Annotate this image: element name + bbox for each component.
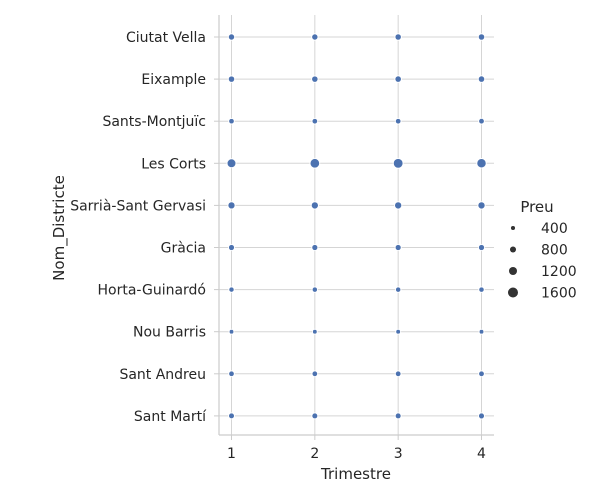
- x-tick-label: 4: [477, 446, 486, 462]
- data-point: [477, 412, 486, 420]
- legend-title: Preu: [520, 198, 553, 216]
- grid-lines: [219, 15, 494, 435]
- data-point: [478, 117, 485, 125]
- data-point: [227, 201, 236, 210]
- data-point: [394, 370, 402, 378]
- data-point: [310, 201, 320, 210]
- data-point: [477, 33, 486, 41]
- data-point: [227, 243, 236, 252]
- x-axis-label: Trimestre: [320, 465, 391, 483]
- data-point: [227, 75, 236, 83]
- x-tick-label: 1: [227, 446, 236, 462]
- data-point: [392, 157, 404, 169]
- data-point: [394, 243, 402, 252]
- y-tick-label: Sarrià-Sant Gervasi: [70, 198, 206, 214]
- y-tick-labels: Ciutat Vella Eixample Sants-Montjuïc Les Co…: [70, 30, 207, 425]
- data-point: [476, 158, 487, 169]
- data-point: [228, 117, 235, 125]
- data-point: [311, 75, 319, 83]
- data-point: [478, 370, 485, 378]
- data-point: [311, 328, 318, 335]
- data-point: [228, 328, 235, 335]
- data-point: [394, 117, 402, 125]
- legend-marker: [510, 225, 516, 231]
- legend-label: 1600: [541, 286, 577, 302]
- legend-label: 800: [541, 243, 568, 259]
- legend-marker: [509, 246, 517, 253]
- data-point: [394, 286, 402, 293]
- y-tick-label: Sant Martí: [134, 409, 207, 425]
- axes: [214, 15, 494, 440]
- data-point: [477, 243, 486, 252]
- data-point: [311, 117, 319, 125]
- data-point: [311, 33, 319, 41]
- legend-label: 1200: [541, 264, 577, 280]
- y-tick-label: Gràcia: [161, 241, 206, 257]
- legend-marker: [508, 266, 518, 276]
- data-point: [478, 286, 485, 293]
- y-tick-label: Horta-Guinardó: [97, 283, 206, 299]
- data-points: [226, 33, 487, 420]
- data-point: [394, 412, 402, 420]
- x-tick-labels: 1 2 3 4: [227, 446, 486, 462]
- legend-marker: [508, 287, 518, 298]
- data-point: [477, 75, 486, 83]
- data-point: [228, 286, 235, 293]
- data-point: [227, 33, 236, 41]
- y-tick-label: Sants-Montjuïc: [102, 114, 206, 130]
- data-point: [311, 370, 319, 378]
- x-tick-label: 2: [310, 446, 319, 462]
- y-tick-label: Eixample: [141, 72, 206, 88]
- data-point: [228, 370, 235, 378]
- data-point: [395, 328, 402, 335]
- data-point: [393, 201, 403, 210]
- data-point: [394, 75, 402, 83]
- data-point: [394, 33, 402, 41]
- x-tick-label: 3: [394, 446, 403, 462]
- data-point: [477, 201, 486, 210]
- y-axis-label: Nom_Districte: [50, 175, 69, 281]
- y-tick-label: Sant Andreu: [119, 367, 206, 383]
- data-point: [227, 412, 236, 420]
- data-point: [478, 328, 485, 335]
- data-point: [311, 243, 319, 252]
- y-tick-label: Les Corts: [141, 156, 206, 172]
- legend: Preu 400 800 1200 1600: [508, 198, 577, 302]
- y-tick-label: Nou Barris: [133, 325, 206, 341]
- data-point: [226, 158, 237, 169]
- data-point: [311, 412, 319, 420]
- data-point: [311, 286, 319, 293]
- data-point: [309, 157, 321, 169]
- y-tick-label: Ciutat Vella: [126, 30, 206, 46]
- legend-label: 400: [541, 221, 568, 237]
